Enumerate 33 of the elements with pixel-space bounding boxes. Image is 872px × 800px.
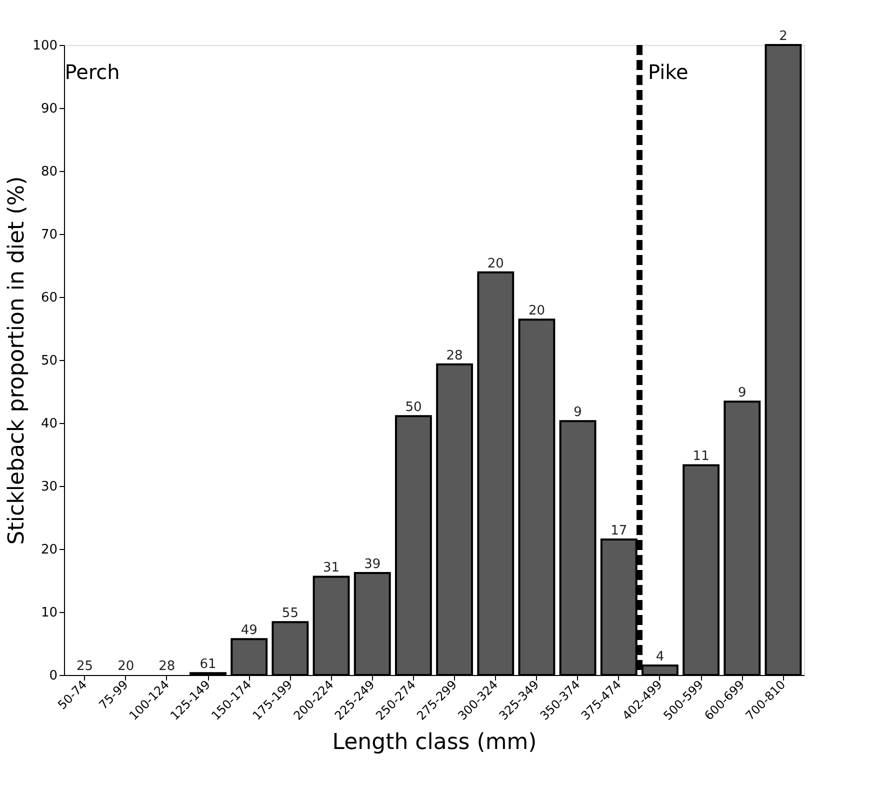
annotation: 49: [240, 623, 258, 638]
annotation: 25: [76, 659, 94, 674]
annotation: 17: [610, 524, 628, 539]
annotation: 9: [738, 386, 746, 401]
y-tick-label: 0: [49, 668, 58, 684]
y-tick-label: 80: [40, 164, 58, 180]
y-tick-label: 100: [32, 38, 58, 54]
annotation: 20: [487, 256, 504, 272]
annotation: 50: [405, 400, 422, 416]
annotation: 61: [200, 657, 216, 672]
annotation: 11: [692, 449, 710, 464]
annotation: Perch: [64, 60, 120, 84]
annotation: 39: [364, 556, 381, 572]
y-tick-label: 10: [40, 606, 58, 620]
y-tick-label: 60: [40, 290, 58, 306]
annotation: 28: [158, 659, 176, 674]
y-tick-label: 50: [40, 354, 58, 368]
annotation: 28: [446, 348, 463, 364]
annotation: 20: [118, 659, 134, 674]
annotation: 2: [779, 29, 788, 44]
y-tick-label: 90: [40, 102, 58, 116]
annotation: 55: [282, 606, 298, 622]
y-tick-label: 30: [40, 480, 58, 494]
annotation: 31: [323, 560, 340, 576]
annotation: 9: [574, 405, 582, 420]
y-tick-label: 20: [40, 542, 58, 558]
annotation: 20: [528, 304, 545, 319]
annotation: 4: [656, 650, 664, 665]
y-tick-label: 70: [40, 228, 58, 242]
y-axis-title: Stickleback proportion in diet (%): [4, 176, 30, 545]
x-axis-title: Length class (mm): [332, 730, 537, 756]
annotation: Pike: [648, 60, 688, 84]
y-tick-label: 40: [40, 416, 58, 432]
